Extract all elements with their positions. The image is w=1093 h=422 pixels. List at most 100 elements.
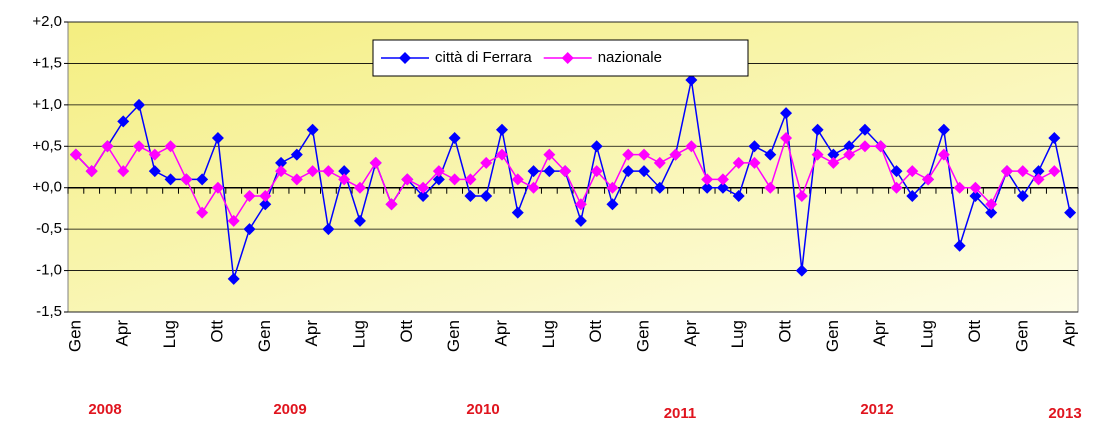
y-tick-label: -1,5: [36, 303, 62, 320]
data-point: [353, 181, 366, 194]
x-tick-label: Apr: [113, 320, 132, 347]
x-tick-label: Gen: [255, 320, 274, 352]
x-tick-label: Lug: [539, 320, 558, 348]
x-tick-label: Ott: [586, 320, 605, 343]
x-tick-label: Ott: [207, 320, 226, 343]
data-point: [843, 148, 856, 161]
data-point: [590, 140, 603, 153]
data-point: [290, 148, 303, 161]
data-point: [985, 198, 998, 211]
data-point: [322, 165, 335, 178]
data-point: [716, 173, 729, 186]
data-point: [1048, 132, 1061, 144]
data-point: [574, 198, 587, 211]
data-point: [701, 173, 714, 186]
data-point: [669, 148, 682, 161]
data-point: [117, 165, 130, 178]
x-tick-label: Ott: [397, 320, 416, 343]
series-line: [75, 79, 1071, 280]
data-point: [795, 190, 808, 202]
data-point: [890, 165, 903, 178]
data-point: [874, 140, 887, 153]
data-point: [732, 156, 745, 169]
data-point: [827, 148, 840, 161]
data-point: [385, 198, 398, 211]
data-point: [953, 181, 966, 194]
data-point: [527, 165, 540, 178]
data-point: [164, 173, 177, 186]
data-point: [937, 148, 950, 161]
data-point: [780, 107, 793, 120]
data-point: [969, 190, 982, 202]
data-point: [653, 156, 666, 169]
y-tick-label: +0,0: [32, 179, 62, 196]
x-tick-label: Gen: [1012, 320, 1031, 352]
x-tick-label: Lug: [160, 320, 179, 348]
data-point: [1016, 165, 1029, 178]
data-point: [543, 165, 556, 178]
data-point: [180, 173, 193, 186]
data-point: [211, 181, 224, 194]
y-tick-label: +1,5: [32, 54, 62, 71]
x-tick-label: Lug: [918, 320, 937, 348]
y-tick-label: +1,0: [32, 96, 62, 113]
data-point: [748, 156, 761, 169]
legend-marker: [399, 52, 411, 64]
data-point: [495, 123, 508, 136]
data-point: [748, 140, 761, 153]
x-tick-label: Ott: [776, 320, 795, 343]
data-point: [148, 165, 161, 178]
data-point: [653, 181, 666, 194]
x-tick-label: Lug: [349, 320, 368, 348]
data-point: [906, 165, 919, 178]
data-point: [764, 148, 777, 161]
legend-marker: [561, 52, 574, 64]
data-point: [401, 173, 414, 186]
year-label: 2008: [88, 401, 121, 418]
data-point: [464, 190, 477, 202]
data-point: [1000, 165, 1013, 178]
data-point: [480, 156, 493, 169]
data-point: [559, 165, 572, 178]
x-tick-label: Gen: [444, 320, 463, 352]
data-point: [858, 123, 871, 136]
x-tick-label: Apr: [491, 320, 510, 347]
data-point: [701, 181, 714, 194]
data-point: [811, 123, 824, 136]
data-point: [685, 74, 698, 86]
data-point: [827, 156, 840, 169]
legend: città di Ferrara nazionale: [372, 39, 749, 77]
data-point: [417, 181, 430, 194]
data-point: [1016, 190, 1029, 202]
data-point: [1064, 206, 1077, 219]
year-label: 2013: [1048, 405, 1081, 422]
data-point: [148, 148, 161, 161]
data-point: [196, 206, 209, 219]
data-point: [227, 272, 240, 285]
data-point: [448, 173, 461, 186]
data-point: [243, 190, 256, 202]
data-point: [937, 123, 950, 136]
data-point: [843, 140, 856, 153]
year-label: 2011: [664, 405, 697, 422]
y-tick-label: -0,5: [36, 220, 62, 237]
data-point: [1048, 165, 1061, 178]
data-point: [780, 132, 793, 144]
y-tick-label: +0,5: [32, 137, 62, 154]
data-point: [732, 190, 745, 202]
data-point: [953, 239, 966, 252]
x-tick-label: Lug: [728, 320, 747, 348]
data-point: [101, 140, 114, 153]
data-point: [369, 156, 382, 169]
data-point: [85, 165, 98, 178]
data-point: [969, 181, 982, 194]
data-point: [164, 140, 177, 153]
data-point: [622, 148, 635, 161]
data-point: [243, 223, 256, 236]
data-point: [306, 165, 319, 178]
data-point: [448, 132, 461, 144]
data-point: [1032, 165, 1045, 178]
data-point: [590, 165, 603, 178]
data-point: [133, 140, 146, 153]
